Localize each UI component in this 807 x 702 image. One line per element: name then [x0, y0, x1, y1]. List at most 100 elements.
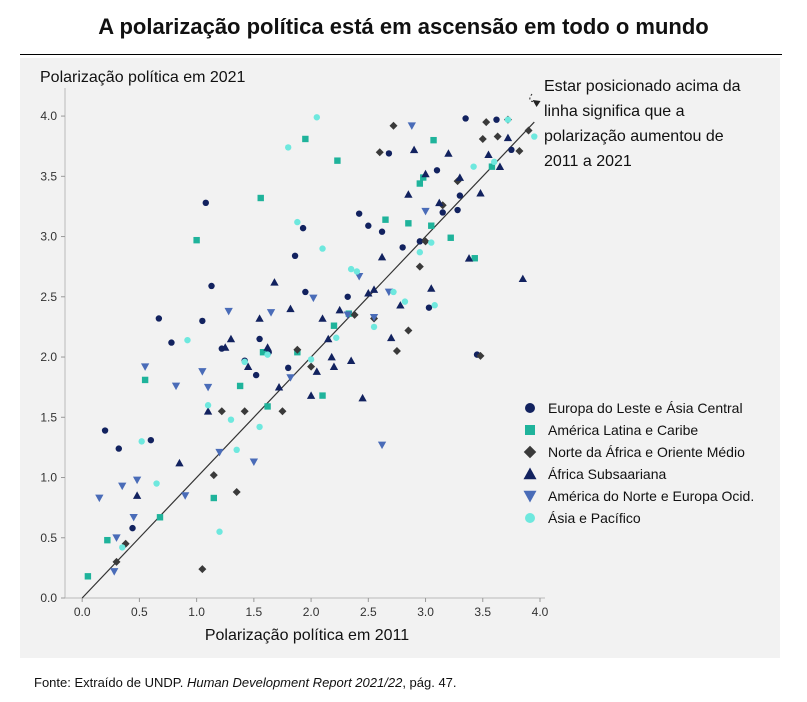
data-point — [256, 423, 263, 431]
legend-marker — [523, 467, 537, 480]
data-point — [233, 446, 240, 454]
data-point — [392, 347, 401, 356]
series-3 — [132, 133, 527, 499]
data-point — [263, 343, 272, 351]
data-point — [153, 480, 160, 487]
data-point — [439, 209, 446, 216]
data-point — [330, 322, 338, 329]
data-point — [291, 252, 299, 260]
data-point — [404, 190, 413, 198]
data-point — [476, 189, 485, 197]
data-point — [284, 144, 292, 151]
data-point — [112, 557, 121, 566]
data-point — [327, 352, 336, 361]
data-point — [264, 351, 271, 358]
data-point — [333, 334, 340, 341]
data-point — [365, 222, 372, 229]
data-point — [344, 293, 351, 300]
data-point — [387, 333, 396, 342]
data-point — [306, 391, 316, 399]
data-point — [309, 294, 318, 303]
data-point — [284, 364, 292, 372]
legend-item: Europa do Leste e Ásia Central — [525, 400, 743, 416]
data-point — [335, 305, 344, 314]
data-point — [329, 362, 339, 371]
legend-label: Europa do Leste e Ásia Central — [548, 400, 743, 416]
data-point — [462, 115, 469, 122]
data-point — [353, 268, 361, 275]
data-point — [95, 494, 104, 503]
data-point — [430, 136, 437, 144]
data-point — [444, 149, 453, 157]
data-point — [456, 192, 464, 199]
data-point — [493, 132, 502, 141]
data-point — [302, 135, 309, 143]
data-point — [346, 356, 356, 364]
data-point — [369, 313, 379, 322]
data-point — [431, 302, 438, 309]
data-point — [208, 282, 215, 290]
y-tick-label: 0.0 — [40, 591, 57, 605]
source-note: Fonte: Extraído de UNDP. Human Developme… — [34, 675, 457, 690]
scatter-plot: 0.0 0.5 1.0 1.5 2.0 2.5 3.0 3.5 4.0 0.0 0.5 1.0 1.5 2… — [40, 69, 754, 644]
data-point — [118, 482, 127, 491]
data-point — [433, 167, 441, 174]
x-axis-label: Polarização política em 2011 — [205, 627, 409, 644]
data-point — [299, 224, 307, 232]
data-point — [302, 288, 309, 296]
data-point — [293, 345, 302, 354]
annotation-arrowhead — [532, 100, 541, 108]
data-point — [495, 162, 505, 171]
data-point — [132, 491, 142, 499]
data-point — [181, 492, 190, 500]
annotation-line: polarização aumentou de — [544, 128, 724, 145]
data-point — [396, 301, 405, 309]
x-tick-label: 1.0 — [188, 605, 205, 619]
data-point — [184, 336, 191, 344]
data-point — [377, 441, 387, 450]
data-point — [202, 199, 209, 207]
source-title: Human Development Report 2021/22 — [186, 675, 403, 690]
data-point — [115, 445, 122, 452]
data-point — [203, 407, 213, 415]
annotation-line: 2011 a 2021 — [544, 153, 632, 170]
data-point — [243, 362, 253, 371]
data-point — [425, 304, 433, 311]
axes: 0.0 0.5 1.0 1.5 2.0 2.5 3.0 3.5 4.0 0.0 0.5 1.0 1.5 2… — [40, 88, 549, 619]
data-point — [355, 210, 363, 217]
data-point — [503, 133, 513, 142]
data-point — [399, 244, 406, 251]
data-point — [409, 145, 419, 154]
legend-marker — [525, 403, 535, 413]
data-point — [156, 514, 164, 521]
data-point — [217, 407, 226, 416]
data-point — [319, 245, 326, 252]
data-point — [199, 317, 206, 325]
data-point — [110, 568, 119, 576]
data-point — [428, 239, 435, 246]
data-point — [415, 262, 424, 271]
data-point — [236, 382, 244, 390]
x-tick-label: 3.0 — [417, 605, 434, 619]
data-point — [227, 416, 235, 423]
legend-item: América Latina e Caribe — [525, 422, 698, 438]
series-5 — [119, 114, 538, 551]
data-point — [421, 207, 430, 216]
data-point — [266, 309, 276, 317]
x-tick-label: 1.5 — [246, 605, 263, 619]
data-point — [416, 249, 424, 256]
data-point — [104, 536, 111, 544]
data-point — [198, 565, 207, 574]
data-point — [385, 150, 393, 157]
chart-title: A polarização política está em ascensão … — [98, 14, 709, 39]
data-point — [493, 116, 500, 123]
data-point — [168, 339, 175, 346]
y-tick-label: 0.5 — [40, 531, 57, 545]
y-tick-label: 1.0 — [40, 471, 57, 485]
data-point — [382, 216, 389, 223]
data-point — [226, 334, 236, 343]
source-suffix: , pág. 47. — [402, 675, 457, 690]
legend-marker — [523, 445, 537, 459]
data-point — [307, 362, 316, 371]
data-point — [518, 274, 527, 283]
